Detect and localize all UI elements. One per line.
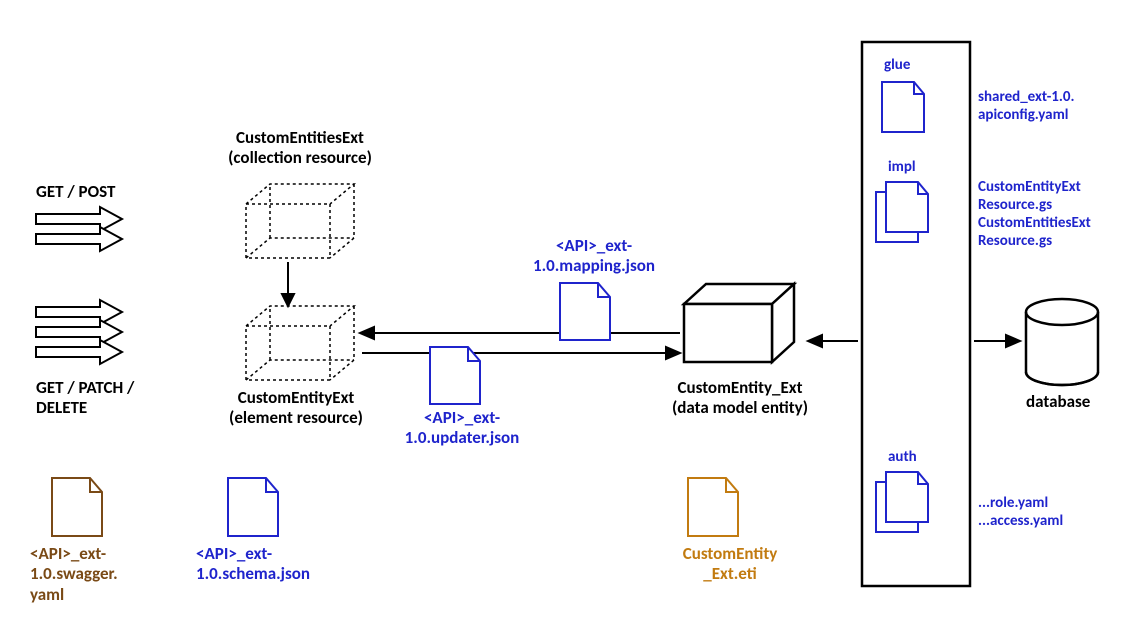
label-database: database: [1026, 392, 1090, 412]
file-eti-icon: [688, 478, 738, 536]
cube-entity: [684, 284, 794, 362]
arrow-box-to-db: [974, 335, 1020, 347]
arrow-element-entity-top: [360, 327, 680, 339]
database-icon: [1026, 299, 1098, 385]
label-schema: <API>_ext- 1.0.schema.json: [196, 544, 310, 585]
file-updater-icon: [430, 347, 480, 404]
label-getpatchdelete: GET / PATCH / DELETE: [36, 378, 134, 419]
file-swagger-icon: [52, 478, 102, 536]
label-auth-head: auth: [888, 448, 917, 466]
label-entity: CustomEntity_Ext (data model entity): [630, 378, 850, 419]
arrow-getpost-1: [36, 207, 122, 231]
label-getpost: GET / POST: [36, 182, 115, 202]
diagram-svg: [0, 0, 1136, 631]
file-glue-icon: [882, 82, 924, 132]
arrow-getpost-2: [36, 227, 122, 251]
arrow-entity-from-box: [808, 335, 858, 347]
cube-element: [246, 306, 354, 380]
label-mapping: <API>_ext- 1.0.mapping.json: [504, 236, 684, 277]
arrow-gpd-3: [36, 340, 122, 364]
label-updater: <API>_ext- 1.0.updater.json: [372, 408, 552, 449]
arrow-collection-to-element: [282, 262, 294, 306]
file-impl-icon: [876, 182, 928, 242]
label-element: CustomEntityExt (element resource): [196, 388, 396, 429]
label-auth-files: ...role.yaml ...access.yaml: [978, 494, 1063, 530]
diagram-canvas: GET / POST GET / PATCH / DELETE <API>_ex…: [0, 0, 1136, 631]
file-auth-icon: [876, 472, 928, 532]
arrow-gpd-2: [36, 320, 122, 344]
cube-collection: [246, 184, 354, 258]
label-impl-head: impl: [888, 158, 916, 176]
label-impl-files: CustomEntityExt Resource.gs CustomEntiti…: [978, 178, 1091, 250]
label-collection: CustomEntitiesExt (collection resource): [200, 128, 400, 169]
label-eti: CustomEntity _Ext.eti: [660, 544, 800, 585]
label-glue-file: shared_ext-1.0. apiconfig.yaml: [978, 88, 1075, 124]
label-glue-head: glue: [884, 56, 910, 74]
arrow-element-entity-bot: [362, 347, 680, 359]
label-swagger: <API>_ext- 1.0.swagger. yaml: [30, 544, 118, 605]
arrow-gpd-1: [36, 300, 122, 324]
file-schema-icon: [228, 478, 278, 536]
file-mapping-icon: [560, 283, 610, 340]
